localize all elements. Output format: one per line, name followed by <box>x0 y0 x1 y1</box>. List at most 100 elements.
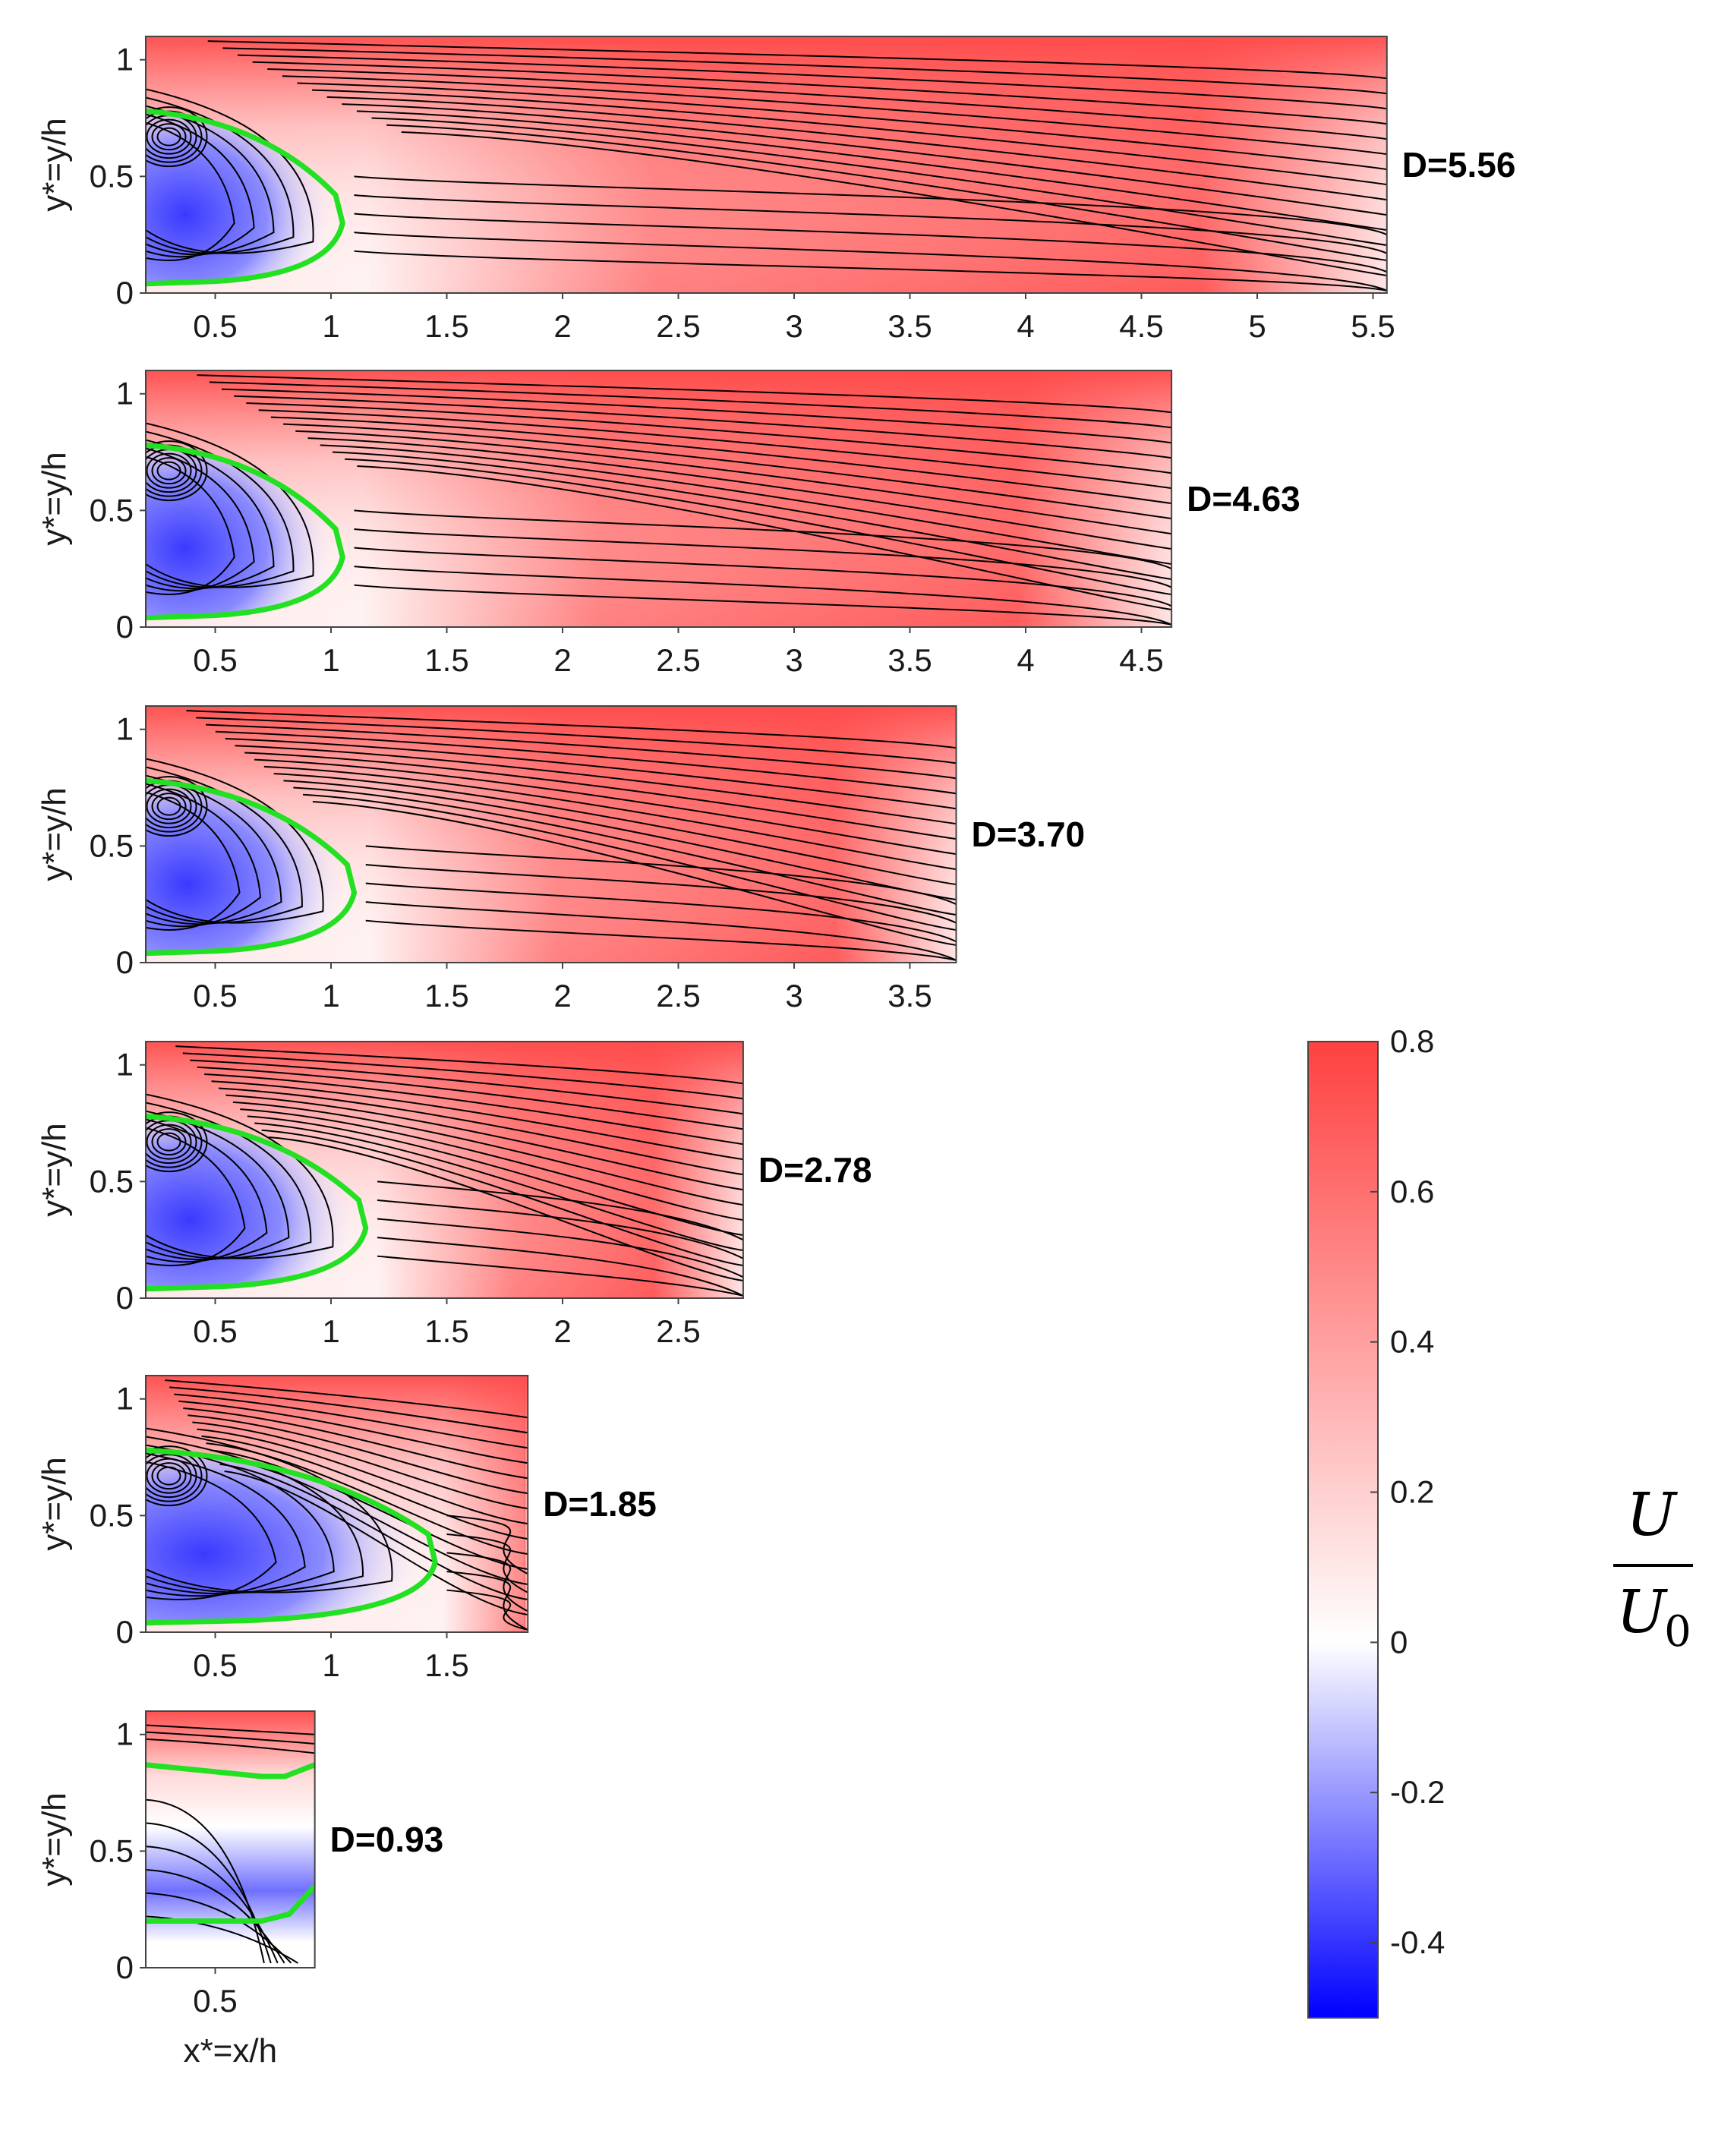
streamline <box>192 1421 528 1510</box>
x-tick-label: 4.5 <box>1119 642 1163 678</box>
streamline <box>244 752 957 840</box>
y-tick-label: 0 <box>116 944 134 980</box>
y-tick-label: 0 <box>116 275 134 310</box>
streamline <box>146 1738 315 1754</box>
recirculation-streamline <box>146 1093 334 1259</box>
panel-label: D=1.85 <box>543 1484 657 1524</box>
x-tick-label: 0.5 <box>193 1647 237 1683</box>
colorbar-tick-label: 0.6 <box>1390 1174 1434 1209</box>
x-tick-label: 2.5 <box>656 642 700 678</box>
vortex-ring <box>151 793 187 821</box>
recirculation-streamline <box>146 455 235 595</box>
plot-area <box>146 706 957 963</box>
streamline <box>225 738 957 810</box>
y-tick-label: 0 <box>116 609 134 645</box>
streamline <box>283 423 1172 520</box>
streamline <box>261 1129 743 1266</box>
plot-frame <box>145 705 957 963</box>
plot-area <box>146 1376 528 1632</box>
streamline <box>342 103 1387 216</box>
streamline <box>219 1463 528 1600</box>
colorbar-bar <box>1307 1041 1379 2019</box>
streamline <box>401 131 1387 276</box>
streamline <box>146 1724 315 1735</box>
streamline <box>215 730 957 795</box>
recirculation-streamline <box>146 447 255 592</box>
y-axis-label: y*=y/h <box>36 1457 73 1551</box>
x-tick-label: 0.5 <box>193 642 237 678</box>
recirculation-region <box>146 1450 436 1623</box>
x-tick-label: 2 <box>553 642 571 678</box>
streamline <box>205 723 957 780</box>
streamline <box>386 124 1387 261</box>
vortex-ring <box>146 118 192 155</box>
y-axis-label: y*=y/h <box>36 787 73 881</box>
vortex-ring <box>146 788 192 824</box>
streamline <box>237 54 1387 110</box>
streamline <box>377 1237 743 1297</box>
colorbar-tick-label: 0 <box>1390 1624 1408 1660</box>
vortex-ring <box>151 123 187 151</box>
x-tick-label: 3.5 <box>887 308 932 344</box>
streamline <box>269 1136 743 1281</box>
recirculation-streamline <box>146 1127 246 1266</box>
colorbar-tick-label: 0.4 <box>1390 1324 1434 1360</box>
colorbar-label-denominator: U <box>1616 1578 1668 1647</box>
colorbar-tick-label: -0.4 <box>1390 1924 1445 1960</box>
y-axis-label: y*=y/h <box>36 118 73 212</box>
vortex-ring <box>156 1132 181 1152</box>
plot-frame <box>145 370 1173 628</box>
x-tick-label: 0.5 <box>193 308 237 344</box>
y-axis-label: y*=y/h <box>36 1792 73 1886</box>
vortex-ring <box>151 1128 187 1156</box>
streamline <box>252 61 1387 125</box>
streamline <box>282 75 1387 156</box>
x-axis-label: x*=x/h <box>184 2032 278 2069</box>
streamline <box>377 1199 743 1259</box>
streamline <box>371 117 1387 246</box>
colorbar-tick-label: -0.2 <box>1390 1774 1445 1810</box>
recirculation-streamline <box>146 422 314 588</box>
panel-label: D=5.56 <box>1402 145 1516 184</box>
streamline <box>377 1180 743 1241</box>
field-band <box>146 1711 315 1968</box>
streamline <box>175 1045 743 1085</box>
streamline <box>246 402 1172 474</box>
colorbar-label-numerator: U <box>1626 1481 1678 1549</box>
vortex-ring <box>151 457 187 485</box>
x-tick-label: 5.5 <box>1351 308 1395 344</box>
streamline <box>210 1449 528 1571</box>
streamline <box>263 765 957 871</box>
streamline <box>247 1115 743 1237</box>
panel-3: 0 0.5 1 0.5 1 1.5 2 2.5 3 3.5 y*=y/h D=3.70 <box>36 705 1085 1013</box>
streamline <box>446 1552 528 1612</box>
panel-2: 0 0.5 1 0.5 1 1.5 2 2.5 3 3.5 4 4.5 y*=y/h D=4.63 <box>36 370 1300 678</box>
plot-frame <box>145 1710 316 1968</box>
streamline <box>365 901 957 961</box>
y-tick-label: 0 <box>116 1614 134 1650</box>
y-tick-label: 1 <box>116 376 134 411</box>
streamline <box>354 250 1387 292</box>
streamline <box>267 68 1387 140</box>
streamline <box>258 409 1172 490</box>
streamline <box>196 717 957 764</box>
streamline <box>446 1515 528 1575</box>
x-tick-label: 0.5 <box>193 978 237 1013</box>
streamline <box>146 1731 315 1745</box>
recirculation-streamline <box>146 105 275 256</box>
recirculation-streamline <box>146 1452 306 1597</box>
x-tick-label: 0.5 <box>193 1983 237 2019</box>
streamline <box>221 388 1172 444</box>
y-tick-label: 0.5 <box>90 1163 134 1199</box>
y-tick-label: 1 <box>116 42 134 77</box>
streamline <box>345 458 1172 595</box>
streamline <box>270 416 1172 505</box>
streamline <box>183 1407 528 1480</box>
streamline <box>169 1386 528 1434</box>
separation-contour <box>146 777 358 957</box>
streamline <box>354 232 1387 292</box>
plot-frame <box>145 1041 744 1299</box>
streamline <box>211 1080 743 1161</box>
